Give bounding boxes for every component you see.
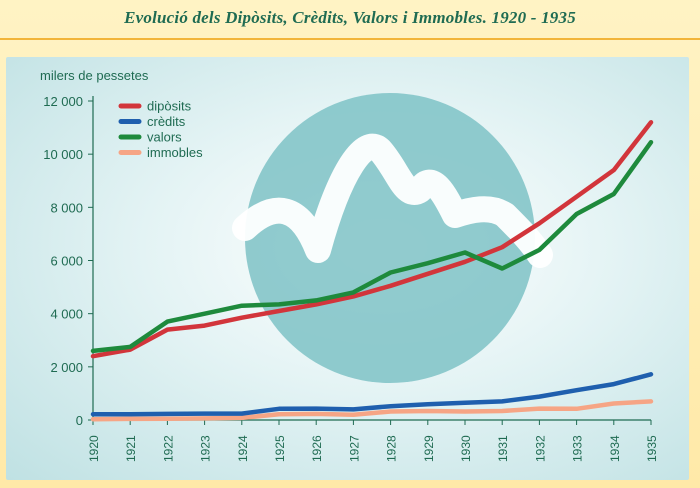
legend-label: crèdits (147, 114, 186, 129)
x-tick-label: 1928 (385, 435, 399, 462)
x-tick-label: 1932 (533, 435, 547, 462)
x-tick-label: 1924 (236, 435, 250, 462)
x-tick-label: 1934 (608, 435, 622, 462)
series-lines (90, 120, 654, 422)
title-rule (0, 38, 700, 40)
legend-label: immobles (147, 145, 203, 160)
legend-label: dipòsits (147, 99, 192, 114)
x-tick-label: 1931 (496, 435, 510, 462)
y-axis: 0 2 000 4 000 6 000 8 000 10 000 12 000 (43, 94, 94, 428)
x-tick-label: 1930 (459, 435, 473, 462)
series-line-2 (90, 372, 654, 417)
y-tick-label: 6 000 (50, 254, 83, 269)
x-axis: 1920 1921 1922 1923 1924 1925 1926 1927 1928 1929… (87, 419, 659, 462)
y-axis-label: milers de pessetes (40, 68, 149, 83)
x-tick-label: 1921 (124, 435, 138, 462)
x-tick-label: 1935 (645, 435, 659, 462)
y-tick-label: 0 (76, 413, 83, 428)
series-line-4 (90, 399, 654, 422)
x-tick-label: 1926 (310, 435, 324, 462)
y-tick-label: 8 000 (50, 200, 83, 215)
series-line-3 (90, 139, 654, 354)
y-tick-label: 12 000 (43, 94, 83, 109)
series-line-1 (90, 120, 654, 359)
logo-watermark (232, 93, 553, 383)
page-title: Evolució dels Dipòsits, Crèdits, Valors … (124, 8, 576, 27)
y-tick-label: 4 000 (50, 307, 83, 322)
x-tick-label: 1923 (199, 435, 213, 462)
y-tick-label: 10 000 (43, 147, 83, 162)
x-tick-label: 1929 (422, 435, 436, 462)
y-tick-label: 2 000 (50, 360, 83, 375)
x-tick-label: 1933 (571, 435, 585, 462)
x-tick-label: 1927 (347, 435, 361, 462)
x-tick-label: 1922 (161, 435, 175, 462)
x-tick-label: 1925 (273, 435, 287, 462)
legend-label: valors (147, 130, 182, 145)
x-tick-label: 1920 (87, 435, 101, 462)
